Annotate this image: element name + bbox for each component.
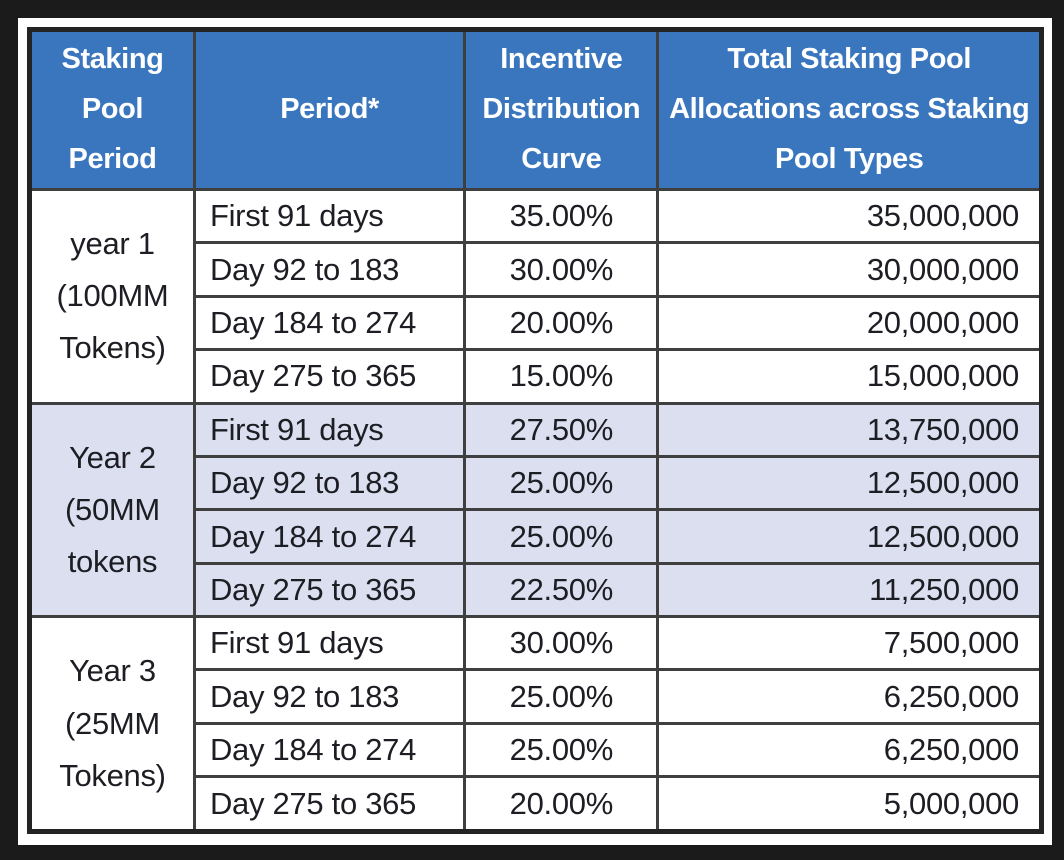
table-row: Day 92 to 183 25.00% 6,250,000 (30, 668, 1043, 725)
curve-cell: 25.00% (463, 721, 660, 779)
curve-cell: 25.00% (463, 668, 660, 725)
header-row: Staking Pool Period Period* Incentive Di… (28, 28, 1043, 191)
period-cell: First 91 days (192, 615, 467, 672)
curve-cell: 27.50% (463, 401, 660, 458)
curve-cell: 22.50% (463, 561, 660, 619)
table-row: Year 2 (50MM tokens First 91 days 27.50% 13… (28, 401, 1043, 619)
table-row: Day 275 to 365 20.00% 5,000,000 (30, 775, 1043, 833)
header-period: Period* (192, 28, 467, 191)
allocation-cell: 13,750,000 (656, 401, 1043, 458)
table-row: Year 3 (25MM Tokens) First 91 days 30.00% 7… (28, 615, 1043, 833)
group-label-year-3: Year 3 (25MM Tokens) (28, 615, 196, 833)
table-row: Day 92 to 183 30.00% 30,000,000 (30, 241, 1043, 298)
period-cell: Day 184 to 274 (192, 721, 467, 779)
staking-allocation-table: Staking Pool Period Period* Incentive Di… (27, 27, 1044, 834)
table-row: Day 184 to 274 20.00% 20,000,000 (30, 294, 1043, 352)
period-cell: Day 92 to 183 (192, 454, 467, 512)
period-cell: Day 275 to 365 (192, 561, 467, 619)
period-cell: Day 275 to 365 (192, 348, 467, 405)
period-cell: Day 275 to 365 (192, 775, 467, 833)
allocation-cell: 12,500,000 (656, 508, 1043, 565)
curve-cell: 30.00% (463, 615, 660, 672)
curve-cell: 25.00% (463, 508, 660, 565)
table-row: Day 275 to 365 15.00% 15,000,000 (30, 348, 1043, 405)
header-incentive-distribution-curve: Incentive Distribution Curve (463, 28, 660, 191)
group-label-year-1: year 1 (100MM Tokens) (28, 188, 196, 405)
table-card: Staking Pool Period Period* Incentive Di… (18, 18, 1052, 845)
allocation-cell: 6,250,000 (656, 668, 1043, 725)
allocation-cell: 6,250,000 (656, 721, 1043, 779)
group-label-year-2: Year 2 (50MM tokens (28, 401, 196, 619)
header-staking-pool-period: Staking Pool Period (28, 28, 196, 191)
table-body: year 1 (100MM Tokens) First 91 days 35.00%… (28, 187, 1043, 833)
period-cell: Day 92 to 183 (192, 241, 467, 298)
allocation-cell: 15,000,000 (656, 348, 1043, 405)
allocation-cell: 20,000,000 (656, 294, 1043, 352)
allocation-cell: 12,500,000 (656, 454, 1043, 512)
table-row: Day 92 to 183 25.00% 12,500,000 (30, 454, 1043, 512)
table-row: Day 275 to 365 22.50% 11,250,000 (30, 561, 1043, 619)
period-cell: Day 184 to 274 (192, 294, 467, 352)
table-row: Day 184 to 274 25.00% 12,500,000 (30, 508, 1043, 565)
allocation-cell: 11,250,000 (656, 561, 1043, 619)
allocation-cell: 7,500,000 (656, 615, 1043, 672)
period-cell: First 91 days (192, 187, 467, 245)
period-cell: Day 184 to 274 (192, 508, 467, 565)
curve-cell: 35.00% (463, 187, 660, 245)
curve-cell: 20.00% (463, 775, 660, 833)
period-cell: Day 92 to 183 (192, 668, 467, 725)
allocation-cell: 35,000,000 (656, 187, 1043, 245)
curve-cell: 20.00% (463, 294, 660, 352)
table-row: year 1 (100MM Tokens) First 91 days 35.00%… (28, 187, 1043, 405)
allocation-cell: 30,000,000 (656, 241, 1043, 298)
curve-cell: 25.00% (463, 454, 660, 512)
table-row: Day 184 to 274 25.00% 6,250,000 (30, 721, 1043, 779)
curve-cell: 30.00% (463, 241, 660, 298)
curve-cell: 15.00% (463, 348, 660, 405)
header-total-allocations: Total Staking Pool Allocations across St… (656, 28, 1043, 191)
allocation-cell: 5,000,000 (656, 775, 1043, 833)
period-cell: First 91 days (192, 401, 467, 458)
